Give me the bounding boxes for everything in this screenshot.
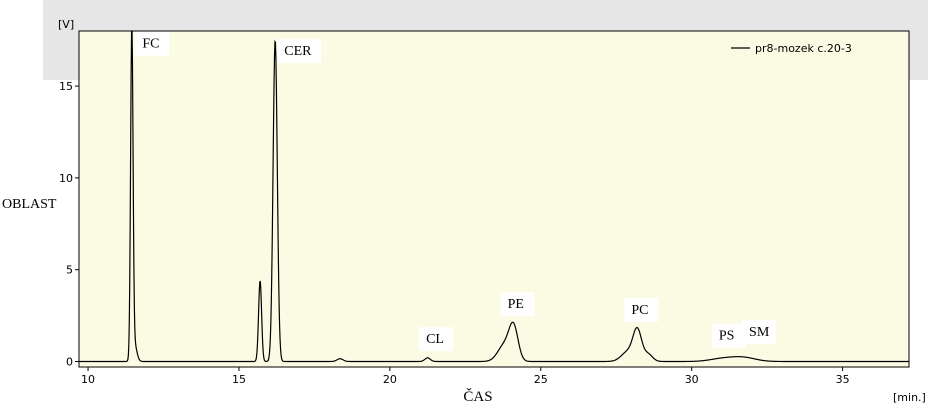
legend-entry-label: pr8-mozek c.20-3 [755, 42, 852, 55]
annotation-box [711, 323, 746, 348]
x-tick-label: 25 [534, 373, 548, 386]
y-unit-label: [V] [58, 18, 74, 31]
y-tick-label: 15 [59, 80, 73, 93]
y-axis-label: OBLAST [2, 197, 57, 212]
annotation-label-boxes [135, 31, 777, 352]
legend: pr8-mozek c.20-3 [731, 42, 852, 55]
x-unit-label: [min.] [893, 391, 926, 404]
peak-annotations: FC CER CL PE PC PS SM [142, 37, 769, 348]
y-tick-label: 5 [66, 264, 73, 277]
axis-ticks: 10 15 20 25 30 35 0 5 10 15 [59, 80, 850, 386]
x-axis-label: ČAS [463, 388, 492, 405]
annotation-box [277, 38, 322, 63]
plot-area [78, 30, 910, 368]
peak-label-cl: CL [426, 332, 444, 347]
peak-label-fc: FC [142, 37, 159, 52]
x-tick-label: 20 [383, 373, 397, 386]
annotation-box [624, 297, 659, 322]
peak-label-ps: PS [719, 328, 735, 343]
annotation-box [419, 327, 454, 352]
annotation-box [135, 31, 170, 56]
x-tick-label: 15 [232, 373, 246, 386]
x-tick-label: 30 [685, 373, 699, 386]
peak-label-sm: SM [749, 325, 770, 340]
annotation-box [742, 319, 777, 344]
x-tick-label: 35 [836, 373, 850, 386]
y-tick-label: 10 [59, 172, 73, 185]
peak-label-cer: CER [284, 44, 312, 59]
x-tick-label: 10 [81, 373, 95, 386]
peak-label-pe: PE [508, 297, 524, 312]
annotation-box [500, 292, 535, 317]
series-line [79, 30, 909, 363]
peak-label-pc: PC [631, 303, 648, 318]
y-tick-label: 0 [66, 355, 73, 368]
